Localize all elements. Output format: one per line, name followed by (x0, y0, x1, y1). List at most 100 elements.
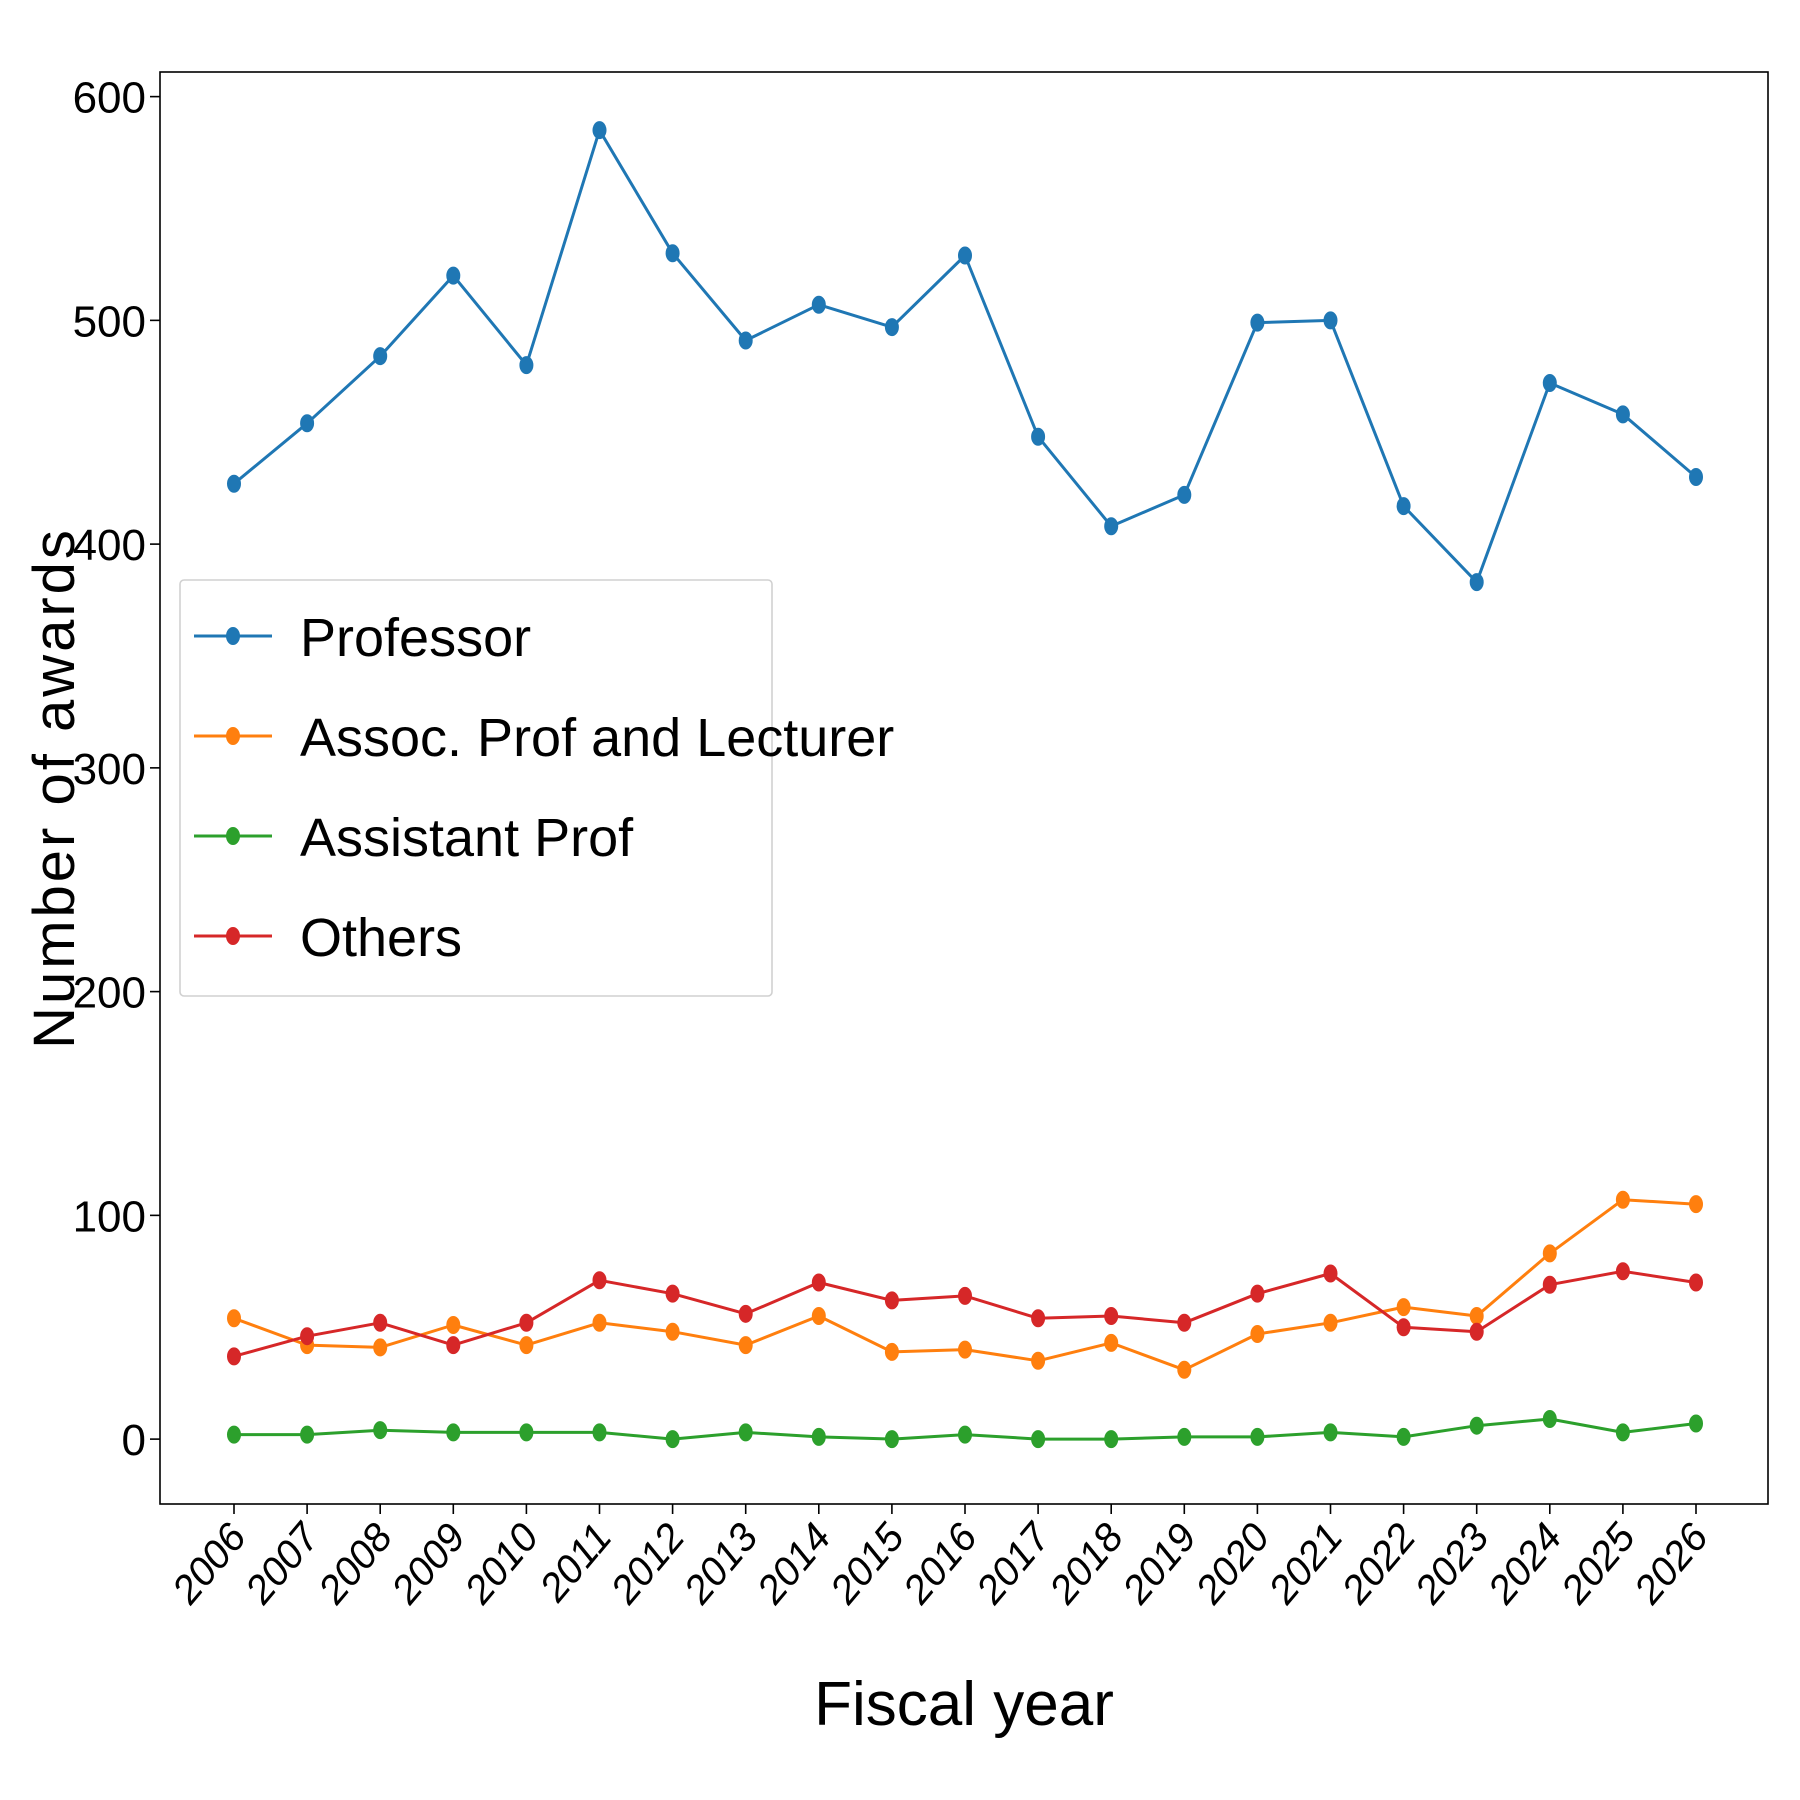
data-point (227, 1425, 241, 1444)
data-point (1177, 1313, 1192, 1332)
data-point (1031, 1309, 1046, 1328)
data-point (738, 331, 753, 350)
data-point (446, 266, 461, 285)
data-point (665, 244, 680, 263)
series-3 (227, 1262, 1703, 1366)
data-point (884, 1291, 899, 1310)
data-point (1250, 313, 1265, 332)
data-point (592, 121, 607, 140)
data-point (958, 1286, 972, 1305)
data-point (519, 356, 534, 375)
data-point (1031, 1351, 1046, 1370)
data-point (1615, 1190, 1630, 1209)
data-point (592, 1271, 607, 1290)
y-axis-ticks: 0 100 200 300 400 500 600 (73, 74, 160, 1465)
x-tick-label: 2025 (1552, 1515, 1644, 1613)
legend-swatch-marker (226, 827, 240, 845)
data-point (665, 1430, 680, 1449)
x-tick-label: 2023 (1406, 1516, 1498, 1613)
data-point (1469, 1416, 1484, 1435)
x-axis-ticks: 2006200720082009201020112012201320142015… (163, 1504, 1717, 1613)
legend-label: Others (300, 908, 462, 968)
x-tick-label: 2018 (1041, 1515, 1133, 1613)
x-tick-label: 2010 (456, 1516, 548, 1613)
data-point (1250, 1324, 1265, 1343)
data-point (446, 1316, 461, 1334)
data-point (1689, 467, 1703, 486)
data-point (1469, 1322, 1484, 1341)
data-point (1323, 1264, 1338, 1283)
data-point (1177, 1427, 1192, 1446)
x-tick-label: 2015 (821, 1515, 913, 1613)
data-point (811, 1307, 826, 1326)
data-point (1689, 1414, 1703, 1433)
legend-label: Assoc. Prof and Lecturer (300, 708, 894, 768)
data-point (373, 347, 388, 366)
series-2 (227, 1409, 1703, 1449)
x-tick-label: 2022 (1333, 1516, 1425, 1613)
data-point (373, 1421, 388, 1440)
data-point (1250, 1284, 1265, 1303)
legend-label: Professor (300, 608, 531, 668)
data-point (665, 1322, 680, 1341)
data-point (738, 1423, 753, 1442)
data-point (958, 246, 972, 265)
x-tick-label: 2011 (531, 1516, 621, 1611)
data-point (811, 1273, 826, 1292)
data-point (1396, 1318, 1411, 1337)
data-point (1104, 1430, 1119, 1449)
x-tick-label: 2014 (748, 1516, 840, 1613)
x-tick-label: 2021 (1260, 1516, 1352, 1613)
data-point (227, 474, 241, 493)
data-point (592, 1423, 607, 1442)
data-point (1031, 427, 1046, 446)
x-tick-label: 2017 (967, 1514, 1060, 1613)
data-point (738, 1304, 753, 1323)
data-point (1689, 1195, 1703, 1214)
data-point (1469, 573, 1484, 592)
series-0 (227, 121, 1703, 592)
data-point (811, 1427, 826, 1446)
legend-frame (179, 579, 773, 997)
y-axis-title: Number of awards (22, 527, 87, 1049)
data-point (1615, 1262, 1630, 1281)
data-point (592, 1313, 607, 1332)
data-point (373, 1338, 388, 1357)
x-tick-label: 2007 (236, 1514, 329, 1613)
x-tick-label: 2016 (894, 1515, 986, 1613)
x-axis-title: Fiscal year (814, 1670, 1114, 1739)
data-point (519, 1423, 534, 1442)
legend-swatch-marker (226, 927, 240, 945)
x-tick-label: 2013 (675, 1516, 767, 1613)
x-tick-label: 2026 (1625, 1515, 1717, 1613)
data-point (373, 1313, 388, 1332)
data-point (519, 1336, 534, 1355)
y-tick-label: 600 (73, 74, 146, 123)
data-point (1542, 1409, 1557, 1428)
data-point (1469, 1307, 1484, 1326)
data-point (1031, 1430, 1046, 1449)
data-point (300, 414, 315, 433)
data-point (1177, 485, 1192, 504)
y-tick-label: 500 (73, 297, 146, 346)
data-point (884, 1342, 899, 1361)
legend-label: Assistant Prof (300, 808, 634, 868)
data-point (811, 295, 826, 314)
data-point (1323, 1313, 1338, 1332)
data-point (884, 1430, 899, 1449)
data-point (1542, 374, 1557, 393)
x-tick-label: 2009 (383, 1516, 475, 1613)
data-point (446, 1423, 461, 1442)
data-point (1250, 1427, 1265, 1446)
data-point (1104, 1333, 1119, 1352)
data-point (1104, 1307, 1119, 1326)
x-tick-label: 2024 (1479, 1516, 1571, 1613)
data-point (884, 318, 899, 337)
data-point (1104, 517, 1119, 536)
data-point (1177, 1360, 1192, 1379)
data-point (1542, 1275, 1557, 1294)
legend-swatch-marker (226, 727, 240, 745)
data-point (227, 1347, 241, 1366)
data-point (1689, 1273, 1703, 1292)
